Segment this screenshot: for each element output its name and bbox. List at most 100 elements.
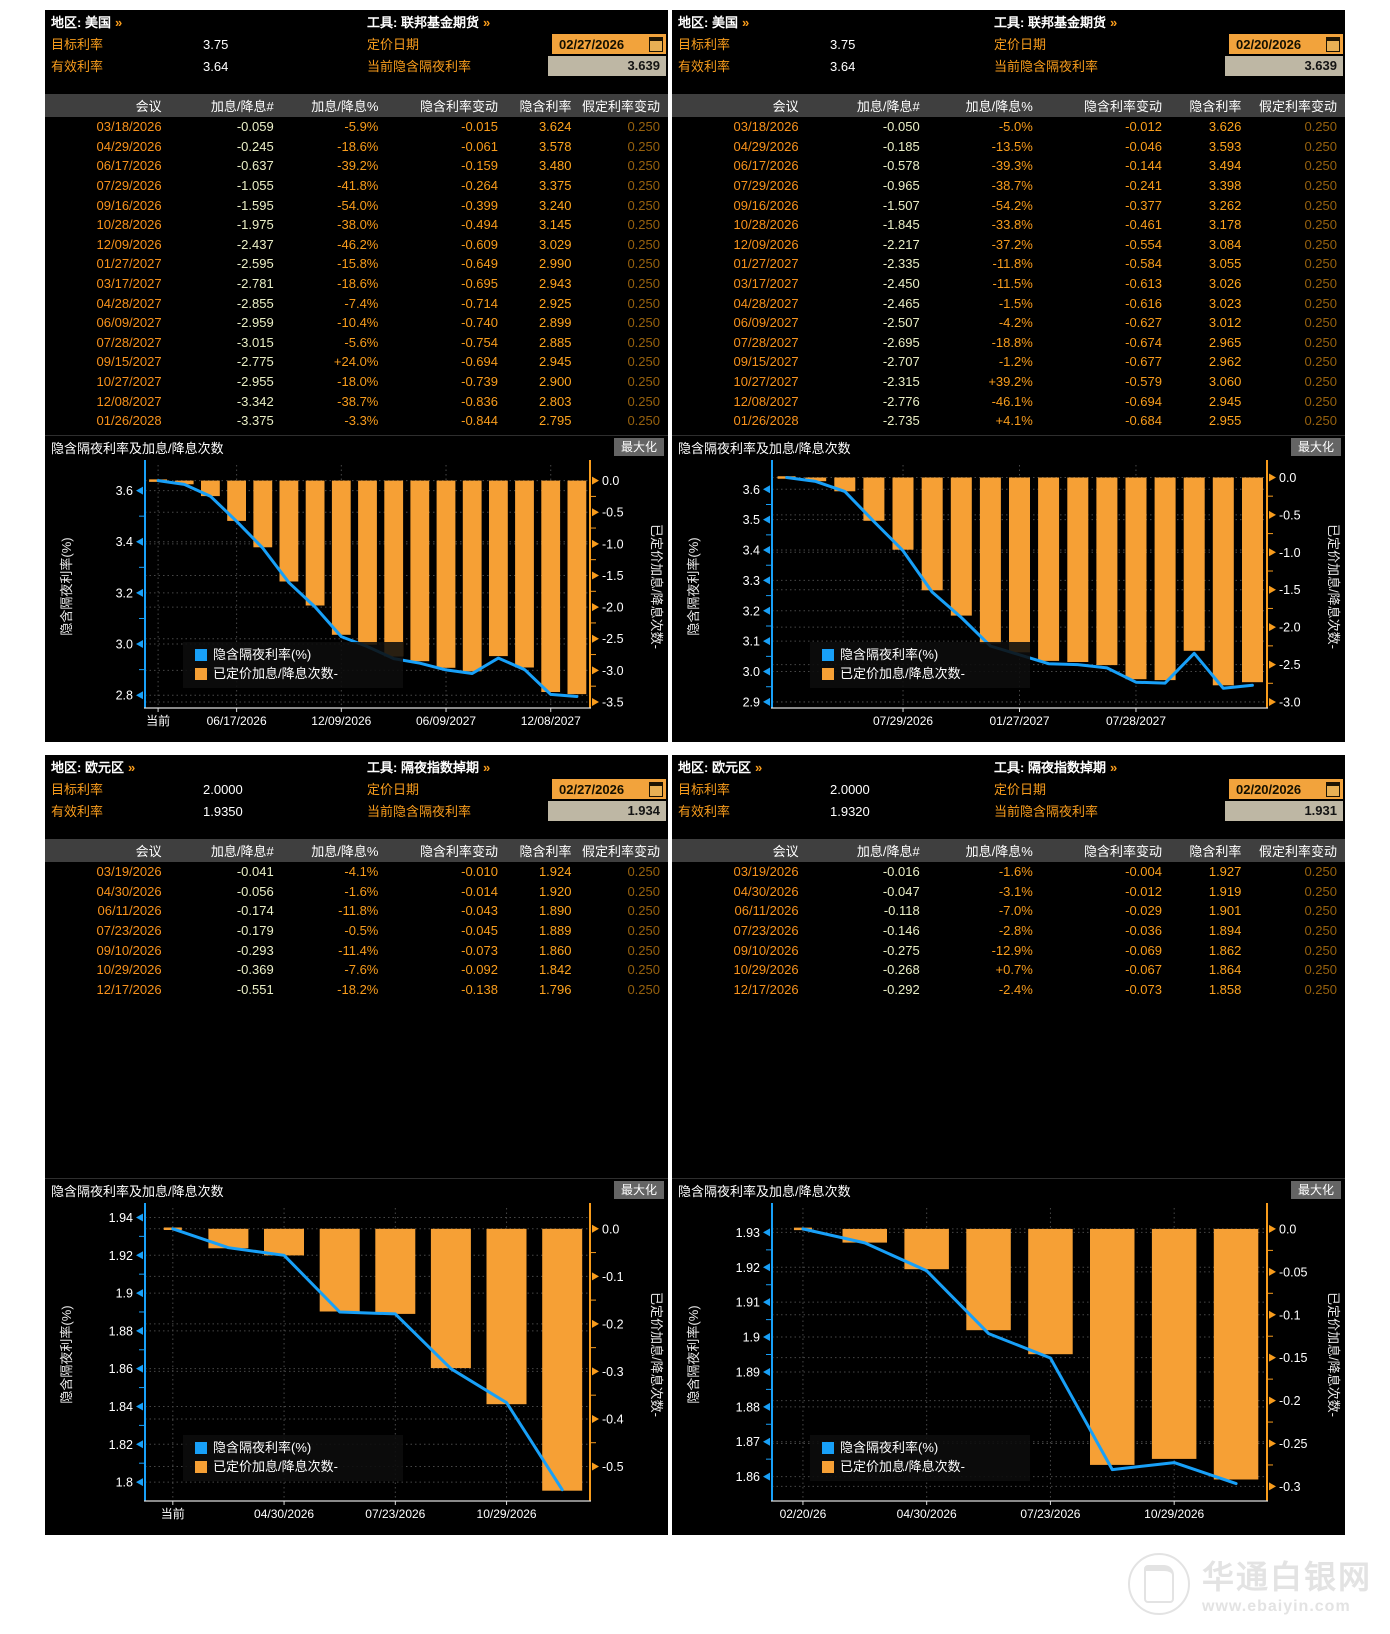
table-row[interactable]: 03/18/2026 -0.050 -5.0% -0.012 3.626 0.250 — [672, 117, 1345, 137]
table-row[interactable]: 03/19/2026 -0.016 -1.6% -0.004 1.927 0.250 — [672, 862, 1345, 882]
table-row[interactable]: 06/17/2026 -0.637 -39.2% -0.159 3.480 0.250 — [45, 156, 668, 176]
region-value: 美国 — [711, 15, 738, 30]
tool-link[interactable]: 工具: 联邦基金期货» — [367, 15, 491, 30]
svg-text:-3.5: -3.5 — [602, 696, 624, 710]
table-row[interactable]: 09/10/2026 -0.293 -11.4% -0.073 1.860 0.250 — [45, 940, 668, 960]
table-row[interactable]: 12/17/2026 -0.292 -2.4% -0.073 1.858 0.250 — [672, 980, 1345, 1000]
table-row[interactable]: 01/27/2027 -2.335 -11.8% -0.584 3.055 0.250 — [672, 254, 1345, 274]
table-row[interactable]: 09/15/2027 -2.775 +24.0% -0.694 2.945 0.250 — [45, 352, 668, 372]
region-link[interactable]: 地区: 欧元区» — [678, 760, 763, 775]
svg-text:3.1: 3.1 — [743, 635, 760, 649]
calendar-icon[interactable] — [1326, 781, 1340, 797]
table-row[interactable]: 12/09/2026 -2.217 -37.2% -0.554 3.084 0.250 — [672, 235, 1345, 255]
maximize-button[interactable]: 最大化 — [613, 1181, 664, 1199]
table-row[interactable]: 10/29/2026 -0.369 -7.6% -0.092 1.842 0.250 — [45, 960, 668, 980]
value-cell: -0.554 — [1125, 236, 1162, 252]
pricing-date-input[interactable]: 02/20/2026 — [1229, 779, 1343, 799]
svg-text:3.6: 3.6 — [116, 484, 133, 498]
pricing-date-input[interactable]: 02/20/2026 — [1229, 34, 1343, 54]
pricing-date-input[interactable]: 02/27/2026 — [552, 779, 666, 799]
tool-link[interactable]: 工具: 隔夜指数掉期» — [994, 760, 1118, 775]
implied-rate-chart[interactable]: 3.6 3.4 3.2 3.0 2.8 0.0 -0.5 -1.0 -1.5 -2.0 -2.5 -3… — [45, 457, 668, 742]
table-row[interactable]: 06/11/2026 -0.118 -7.0% -0.029 1.901 0.250 — [672, 901, 1345, 921]
maximize-button[interactable]: 最大化 — [1290, 438, 1341, 456]
table-row[interactable]: 01/27/2027 -2.595 -15.8% -0.649 2.990 0.250 — [45, 254, 668, 274]
value-cell: -1.975 — [236, 217, 274, 233]
value-cell: 1.864 — [1208, 962, 1242, 978]
chevron-right-icon: » — [114, 15, 123, 30]
calendar-icon[interactable] — [1326, 36, 1340, 52]
tool-link[interactable]: 工具: 联邦基金期货» — [994, 15, 1118, 30]
tool-value: 隔夜指数掉期 — [400, 760, 479, 775]
table-row[interactable]: 07/28/2027 -2.695 -18.8% -0.674 2.965 0.250 — [672, 333, 1345, 353]
table-row[interactable]: 09/16/2026 -1.507 -54.2% -0.377 3.262 0.250 — [672, 195, 1345, 215]
table-row[interactable]: 06/09/2027 -2.959 -10.4% -0.740 2.899 0.250 — [45, 313, 668, 333]
svg-text:-0.2: -0.2 — [602, 1317, 624, 1331]
table-row[interactable]: 01/26/2028 -2.735 +4.1% -0.684 2.955 0.250 — [672, 411, 1345, 431]
table-row[interactable]: 04/28/2027 -2.465 -1.5% -0.616 3.023 0.250 — [672, 293, 1345, 313]
value-cell: 0.250 — [627, 295, 660, 311]
table-row[interactable]: 10/27/2027 -2.315 +39.2% -0.579 3.060 0.250 — [672, 372, 1345, 392]
value-cell: -2.695 — [882, 334, 920, 350]
table-row[interactable]: 03/19/2026 -0.041 -4.1% -0.010 1.924 0.250 — [45, 862, 668, 882]
region-link[interactable]: 地区: 美国» — [678, 15, 750, 30]
maximize-button[interactable]: 最大化 — [1290, 1181, 1341, 1199]
meeting-date-cell: 06/17/2026 — [96, 158, 162, 174]
table-row[interactable]: 10/27/2027 -2.955 -18.0% -0.739 2.900 0.250 — [45, 372, 668, 392]
value-cell: -18.2% — [337, 981, 379, 997]
table-row[interactable]: 06/17/2026 -0.578 -39.3% -0.144 3.494 0.250 — [672, 156, 1345, 176]
value-cell: 3.029 — [538, 236, 572, 252]
pricing-date-input[interactable]: 02/27/2026 — [552, 34, 666, 54]
svg-text:10/29/2026: 10/29/2026 — [477, 1507, 537, 1521]
value-cell: -5.9% — [344, 119, 379, 135]
calendar-icon[interactable] — [649, 781, 663, 797]
left-axis-ticks: 1.93 1.92 1.91 1.9 1.89 1.88 1.87 1.86 — [736, 1226, 772, 1484]
table-row[interactable]: 03/17/2027 -2.450 -11.5% -0.613 3.026 0.250 — [672, 274, 1345, 294]
value-cell: -0.714 — [461, 295, 498, 311]
table-row[interactable]: 03/17/2027 -2.781 -18.6% -0.695 2.943 0.250 — [45, 274, 668, 294]
maximize-button[interactable]: 最大化 — [613, 438, 664, 456]
meeting-date-cell: 09/10/2026 — [733, 942, 799, 958]
table-row[interactable]: 09/15/2027 -2.707 -1.2% -0.677 2.962 0.250 — [672, 352, 1345, 372]
region-link[interactable]: 地区: 欧元区» — [51, 760, 136, 775]
table-row[interactable]: 04/29/2026 -0.185 -13.5% -0.046 3.593 0.250 — [672, 137, 1345, 157]
table-row[interactable]: 04/28/2027 -2.855 -7.4% -0.714 2.925 0.250 — [45, 293, 668, 313]
column-header: 会议 — [672, 94, 807, 117]
table-row[interactable]: 04/29/2026 -0.245 -18.6% -0.061 3.578 0.250 — [45, 137, 668, 157]
table-row[interactable]: 12/17/2026 -0.551 -18.2% -0.138 1.796 0.250 — [45, 980, 668, 1000]
svg-text:1.94: 1.94 — [109, 1211, 133, 1225]
table-row[interactable]: 03/18/2026 -0.059 -5.9% -0.015 3.624 0.250 — [45, 117, 668, 137]
table-row[interactable]: 06/11/2026 -0.174 -11.8% -0.043 1.890 0.250 — [45, 901, 668, 921]
table-row[interactable]: 07/28/2027 -3.015 -5.6% -0.754 2.885 0.250 — [45, 333, 668, 353]
table-row[interactable]: 09/10/2026 -0.275 -12.9% -0.069 1.862 0.250 — [672, 940, 1345, 960]
value-cell: 0.250 — [1304, 903, 1337, 919]
implied-rate-chart[interactable]: 3.6 3.5 3.4 3.3 3.2 3.1 3.0 2.9 0.0 -0.5 -1.0 -1.5 -… — [672, 457, 1345, 742]
table-row[interactable]: 10/28/2026 -1.975 -38.0% -0.494 3.145 0.250 — [45, 215, 668, 235]
value-cell: 0.250 — [627, 276, 660, 292]
table-row[interactable]: 12/08/2027 -2.776 -46.1% -0.694 2.945 0.250 — [672, 391, 1345, 411]
value-cell: -0.179 — [236, 923, 274, 939]
table-row[interactable]: 04/30/2026 -0.056 -1.6% -0.014 1.920 0.250 — [45, 882, 668, 902]
implied-rate-chart[interactable]: 1.93 1.92 1.91 1.9 1.89 1.88 1.87 1.86 0.0 -0.05 -… — [672, 1200, 1345, 1535]
table-row[interactable]: 10/29/2026 -0.268 +0.7% -0.067 1.864 0.250 — [672, 960, 1345, 980]
table-row[interactable]: 09/16/2026 -1.595 -54.0% -0.399 3.240 0.250 — [45, 195, 668, 215]
table-row[interactable]: 12/08/2027 -3.342 -38.7% -0.836 2.803 0.250 — [45, 391, 668, 411]
table-row[interactable]: 07/29/2026 -1.055 -41.8% -0.264 3.375 0.250 — [45, 176, 668, 196]
table-row[interactable]: 01/26/2028 -3.375 -3.3% -0.844 2.795 0.250 — [45, 411, 668, 431]
meeting-date-cell: 09/10/2026 — [96, 942, 162, 958]
table-row[interactable]: 07/23/2026 -0.146 -2.8% -0.036 1.894 0.250 — [672, 921, 1345, 941]
table-row[interactable]: 07/29/2026 -0.965 -38.7% -0.241 3.398 0.250 — [672, 176, 1345, 196]
table-row[interactable]: 06/09/2027 -2.507 -4.2% -0.627 3.012 0.250 — [672, 313, 1345, 333]
table-row[interactable]: 10/28/2026 -1.845 -33.8% -0.461 3.178 0.250 — [672, 215, 1345, 235]
meeting-date-cell: 07/28/2027 — [733, 334, 799, 350]
table-row[interactable]: 12/09/2026 -2.437 -46.2% -0.609 3.029 0.250 — [45, 235, 668, 255]
legend-bar-swatch — [195, 668, 207, 680]
table-row[interactable]: 07/23/2026 -0.179 -0.5% -0.045 1.889 0.250 — [45, 921, 668, 941]
calendar-icon[interactable] — [649, 36, 663, 52]
value-cell: -0.674 — [1125, 334, 1162, 350]
table-row[interactable]: 04/30/2026 -0.047 -3.1% -0.012 1.919 0.250 — [672, 882, 1345, 902]
value-cell: -11.4% — [338, 942, 379, 958]
tool-link[interactable]: 工具: 隔夜指数掉期» — [367, 760, 491, 775]
implied-rate-chart[interactable]: 1.94 1.92 1.9 1.88 1.86 1.84 1.82 1.8 0.0 -0.1 -0.… — [45, 1200, 668, 1535]
region-link[interactable]: 地区: 美国» — [51, 15, 123, 30]
